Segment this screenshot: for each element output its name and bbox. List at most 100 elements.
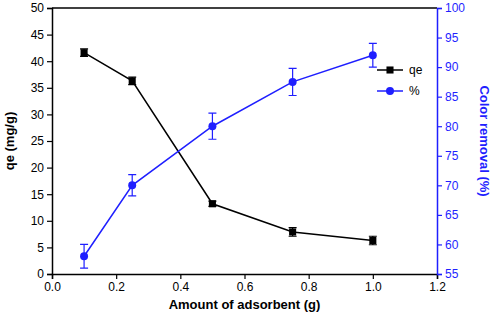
y-tick: 10 xyxy=(31,214,52,228)
legend-marker xyxy=(386,87,394,95)
y-tick: 45 xyxy=(31,28,52,42)
y2-tick: 55 xyxy=(437,267,459,281)
y-tick: 35 xyxy=(31,81,52,95)
y2-tick-label: 60 xyxy=(445,238,459,252)
y2-tick-mark xyxy=(437,244,442,245)
y2-tick: 65 xyxy=(437,208,459,222)
x-tick: 0.8 xyxy=(301,274,318,294)
x-tick-label: 0.8 xyxy=(301,280,318,294)
x-tick-mark xyxy=(373,274,374,279)
legend-marker xyxy=(386,66,393,73)
y2-tick-mark xyxy=(437,215,442,216)
y2-tick-label: 55 xyxy=(445,267,459,281)
y-tick: 40 xyxy=(31,55,52,69)
legend: qe% xyxy=(377,63,423,98)
y-tick-label: 35 xyxy=(31,81,45,95)
y-tick-label: 30 xyxy=(31,108,45,122)
x-tick: 1.2 xyxy=(429,274,446,294)
y-tick: 50 xyxy=(31,1,52,15)
error-bar xyxy=(128,77,136,84)
error-bar xyxy=(208,201,216,206)
x-tick: 0.0 xyxy=(44,274,61,294)
y-tick-label: 25 xyxy=(31,134,45,148)
error-bar xyxy=(369,43,377,67)
y2-tick: 95 xyxy=(437,31,459,45)
y2-tick-mark xyxy=(437,185,442,186)
data-point xyxy=(129,77,136,84)
data-point xyxy=(289,78,297,86)
series-line xyxy=(84,53,373,241)
legend-label: qe xyxy=(409,63,423,77)
y-tick-mark xyxy=(47,88,52,89)
x-axis-line xyxy=(53,275,438,280)
error-bar xyxy=(80,244,88,268)
x-tick: 1.0 xyxy=(365,274,382,294)
y-tick-mark xyxy=(47,194,52,195)
x-tick-label: 0.4 xyxy=(172,280,189,294)
y-tick-label: 20 xyxy=(31,161,45,175)
y2-tick-mark xyxy=(437,156,442,157)
plot-frame xyxy=(52,7,437,9)
y-tick-label: 5 xyxy=(37,241,44,255)
y2-tick-label: 70 xyxy=(445,179,459,193)
data-point xyxy=(369,237,376,244)
error-bar xyxy=(208,113,216,139)
y-tick-mark xyxy=(47,221,52,222)
x-tick-mark xyxy=(180,274,181,279)
y-tick-mark xyxy=(47,8,52,9)
x-tick-mark xyxy=(309,274,310,279)
x-tick-mark xyxy=(244,274,245,279)
y-tick-label: 40 xyxy=(31,55,45,69)
y2-tick-label: 80 xyxy=(445,120,459,134)
y2-tick: 80 xyxy=(437,120,459,134)
x-tick: 0.6 xyxy=(237,274,254,294)
y-tick-mark xyxy=(47,61,52,62)
data-point xyxy=(80,252,88,260)
x-tick-label: 0.0 xyxy=(44,280,61,294)
error-bar xyxy=(369,236,377,245)
x-tick: 0.2 xyxy=(108,274,125,294)
y2-tick-label: 85 xyxy=(445,90,459,104)
data-point xyxy=(369,51,377,59)
data-point xyxy=(209,200,216,207)
y-tick: 30 xyxy=(31,108,52,122)
y-tick-mark xyxy=(47,141,52,142)
y2-axis-line xyxy=(438,9,443,275)
y2-tick: 100 xyxy=(437,1,465,15)
data-point xyxy=(81,49,88,56)
x-tick: 0.4 xyxy=(172,274,189,294)
error-bar xyxy=(80,49,88,56)
y2-axis-title: Color removal (%) xyxy=(477,85,490,196)
y-tick-mark xyxy=(47,34,52,35)
error-bar xyxy=(128,175,136,196)
y-tick-label: 10 xyxy=(31,214,45,228)
y-axis-line xyxy=(47,9,53,275)
x-tick-label: 0.2 xyxy=(108,280,125,294)
x-tick-label: 1.0 xyxy=(365,280,382,294)
y-tick-mark xyxy=(47,247,52,248)
y-tick-mark xyxy=(47,114,52,115)
x-axis-title: Amount of adsorbent (g) xyxy=(169,297,321,312)
y2-tick-mark xyxy=(437,67,442,68)
data-point xyxy=(289,228,296,235)
y2-tick-mark xyxy=(437,37,442,38)
y-tick-label: 45 xyxy=(31,28,45,42)
x-tick-label: 1.2 xyxy=(429,280,446,294)
y2-tick: 85 xyxy=(437,90,459,104)
legend-label: % xyxy=(409,84,420,98)
y-tick-label: 15 xyxy=(31,188,45,202)
y2-tick-label: 95 xyxy=(445,31,459,45)
y2-tick-mark xyxy=(437,126,442,127)
y-tick-mark xyxy=(47,274,52,275)
data-point xyxy=(128,181,136,189)
x-tick-mark xyxy=(116,274,117,279)
y-tick-label: 50 xyxy=(31,1,45,15)
y2-axis: 55 60 65 70 75 80 85 90 95 100 xyxy=(437,1,465,281)
y2-tick: 90 xyxy=(437,60,459,74)
y2-tick: 75 xyxy=(437,149,459,163)
y-tick: 15 xyxy=(31,188,52,202)
y2-tick-mark xyxy=(437,8,442,9)
y-tick-label: 0 xyxy=(37,267,44,281)
data-point xyxy=(208,122,216,130)
y2-tick: 70 xyxy=(437,179,459,193)
